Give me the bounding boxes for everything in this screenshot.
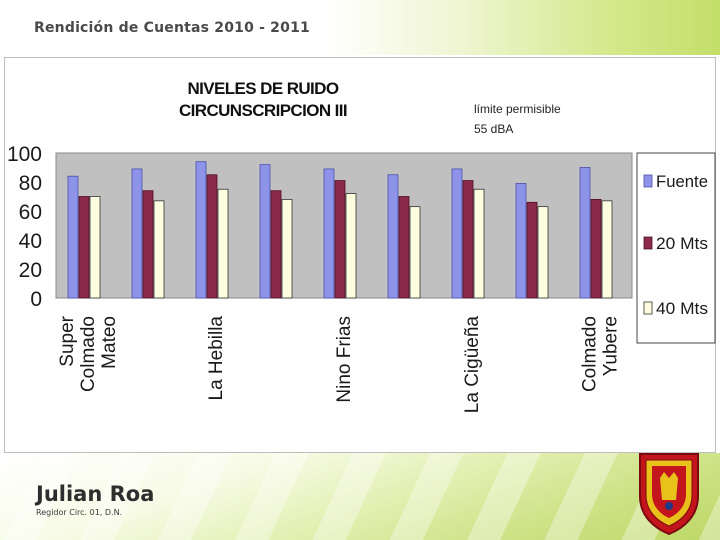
y-tick-label: 20 bbox=[19, 259, 42, 282]
bar-20-mts bbox=[206, 174, 218, 299]
legend-label: 40 Mts bbox=[656, 299, 708, 318]
x-tick-label: Colmado bbox=[580, 316, 601, 392]
x-tick-label: La Hebilla bbox=[206, 316, 227, 401]
bar-fuente bbox=[67, 175, 79, 299]
bar-40-mts bbox=[217, 188, 229, 299]
legend-label: Fuente bbox=[656, 172, 708, 191]
bar-fuente bbox=[323, 168, 335, 299]
bar-40-mts bbox=[537, 206, 549, 299]
author-name: Julian Roa bbox=[36, 482, 155, 506]
bar-40-mts bbox=[153, 200, 165, 299]
bar-fuente bbox=[195, 161, 207, 299]
bar-20-mts bbox=[398, 196, 410, 299]
author-role: Regidor Circ. 01, D.N. bbox=[36, 508, 123, 517]
bar-40-mts bbox=[409, 206, 421, 299]
x-tick-label: Nino Frias bbox=[334, 316, 355, 403]
y-tick-label: 80 bbox=[19, 172, 42, 195]
chart-title: NIVELES DE RUIDO bbox=[188, 79, 339, 98]
limit-annotation: límite permisible bbox=[474, 102, 561, 116]
bar-fuente bbox=[579, 167, 591, 299]
limit-annotation: 55 dBA bbox=[474, 122, 513, 136]
x-tick-label: Yubere bbox=[601, 316, 622, 376]
y-tick-label: 60 bbox=[19, 201, 42, 224]
x-tick-label: La Cigüeña bbox=[462, 316, 483, 414]
x-tick-label: Super bbox=[57, 315, 78, 366]
y-tick-label: 100 bbox=[7, 143, 42, 166]
bar-20-mts bbox=[142, 190, 154, 299]
bar-40-mts bbox=[89, 196, 101, 299]
bar-fuente bbox=[259, 164, 271, 299]
legend-swatch-fuente bbox=[643, 174, 653, 188]
bar-20-mts bbox=[526, 201, 538, 299]
bar-20-mts bbox=[590, 198, 602, 299]
bar-40-mts bbox=[473, 188, 485, 299]
coat-of-arms-icon bbox=[639, 453, 699, 536]
bar-40-mts bbox=[281, 198, 293, 299]
header-title: Rendición de Cuentas 2010 - 2011 bbox=[34, 20, 310, 36]
bar-20-mts bbox=[78, 196, 90, 299]
bar-20-mts bbox=[334, 180, 346, 299]
bar-fuente bbox=[131, 168, 143, 299]
legend-label: 20 Mts bbox=[656, 234, 708, 253]
bar-20-mts bbox=[270, 190, 282, 299]
chart-title: CIRCUNSCRIPCION III bbox=[179, 101, 347, 120]
footer-band bbox=[0, 453, 720, 540]
bar-40-mts bbox=[601, 200, 613, 299]
y-tick-label: 40 bbox=[19, 230, 42, 253]
y-tick-label: 0 bbox=[30, 288, 42, 311]
x-tick-label: Mateo bbox=[99, 316, 120, 369]
bar-fuente bbox=[451, 168, 463, 299]
bar-fuente bbox=[515, 183, 527, 299]
header-band bbox=[0, 0, 720, 55]
x-tick-label: Colmado bbox=[78, 316, 99, 392]
legend-swatch-20-mts bbox=[643, 236, 653, 250]
bar-20-mts bbox=[462, 180, 474, 299]
bar-fuente bbox=[387, 174, 399, 299]
bar-40-mts bbox=[345, 193, 357, 299]
legend-swatch-40-mts bbox=[643, 301, 653, 315]
